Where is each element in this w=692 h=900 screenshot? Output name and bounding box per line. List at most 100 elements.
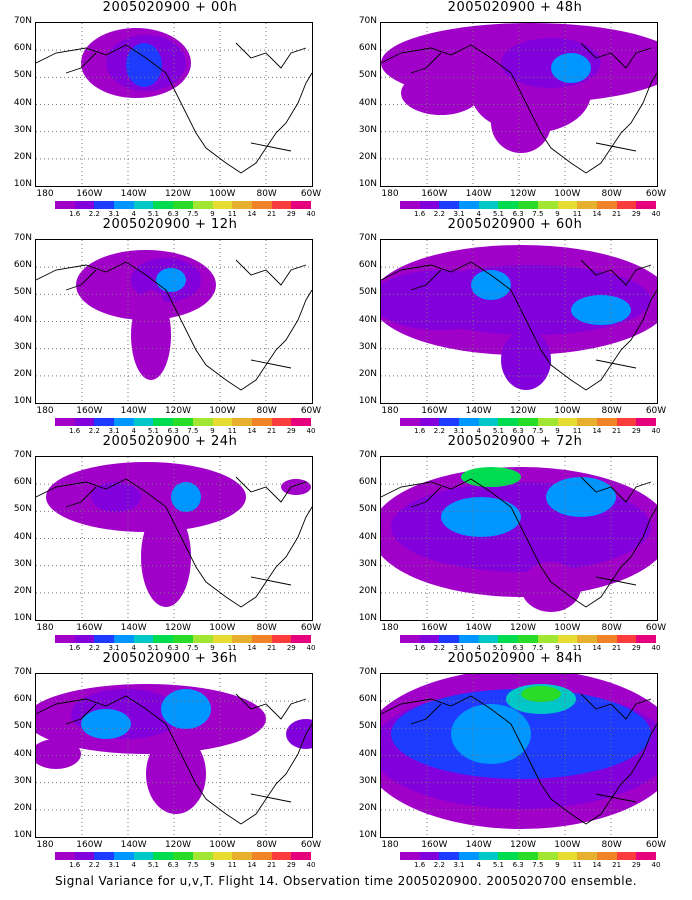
colorbar-label: 3.1	[108, 210, 120, 218]
colorbar-swatch	[596, 418, 617, 426]
lat-tick-label: 40N	[13, 97, 32, 108]
lat-tick-label: 30N	[13, 558, 32, 569]
lon-tick-label: 120W	[509, 406, 537, 416]
colorbar-label: 1.6	[414, 644, 426, 652]
lat-tick-label: 40N	[358, 531, 377, 542]
colorbar-swatch	[251, 201, 272, 209]
colorbar-swatch	[192, 418, 213, 426]
colorbar-label: 3.1	[453, 427, 465, 435]
variance-contour	[126, 43, 162, 87]
colorbar-swatch	[291, 852, 311, 860]
colorbar-swatch	[251, 635, 272, 643]
colorbar-label: 11	[572, 210, 582, 218]
lon-tick-label: 140W	[120, 623, 147, 633]
lon-tick-label: 60W	[645, 840, 667, 850]
lon-tick-label: 140W	[465, 406, 492, 416]
colorbar-label: 7.5	[532, 210, 544, 218]
lon-tick-label: 60W	[300, 840, 322, 850]
colorbar	[400, 635, 656, 643]
panel-title: 2005020900 + 12h	[102, 217, 238, 232]
contour-field	[381, 240, 657, 403]
lon-tick-label: 160W	[421, 406, 448, 416]
colorbar-swatch	[133, 635, 154, 643]
lat-tick-label: 10N	[13, 830, 32, 840]
colorbar-label: 7.5	[532, 644, 544, 652]
colorbar-label: 6.3	[512, 861, 524, 869]
variance-contour	[81, 709, 131, 739]
lat-tick-label: 50N	[13, 721, 32, 732]
map-plot	[380, 22, 658, 187]
colorbar-label: 7.5	[187, 210, 199, 218]
colorbar-label: 14	[247, 861, 257, 869]
colorbar-label: 6.3	[167, 210, 179, 218]
colorbar-swatch	[478, 201, 499, 209]
colorbar-label: 6.3	[167, 644, 179, 652]
lon-tick-label: 120W	[164, 623, 192, 633]
lon-tick-label: 80W	[601, 840, 622, 850]
lat-tick-label: 10N	[358, 830, 377, 840]
colorbar-swatch	[94, 201, 115, 209]
colorbar-swatch	[271, 635, 292, 643]
colorbar-swatch	[133, 418, 154, 426]
colorbar-swatch	[192, 201, 213, 209]
map-plot	[380, 673, 658, 838]
colorbar-label: 5.1	[492, 861, 505, 869]
colorbar-label: 7.5	[187, 861, 199, 869]
colorbar-swatch	[212, 418, 233, 426]
colorbar-swatch	[419, 201, 440, 209]
colorbar-swatch	[94, 635, 115, 643]
coastline	[36, 693, 312, 825]
panel-title: 2005020900 + 36h	[102, 651, 238, 666]
colorbar-label: 1.6	[69, 644, 81, 652]
colorbar-swatch	[419, 852, 440, 860]
colorbar-label: 9	[210, 210, 215, 218]
lat-tick-label: 60N	[358, 694, 377, 705]
map-plot	[35, 239, 313, 404]
colorbar-label: 5.1	[147, 427, 160, 435]
variance-contour	[521, 562, 581, 612]
colorbar-label: 6.3	[512, 210, 524, 218]
colorbar-label: 3.1	[108, 644, 120, 652]
lon-tick-label: 80W	[601, 623, 622, 633]
coastline	[381, 476, 657, 608]
colorbar-swatch	[616, 418, 637, 426]
colorbar-label: 9	[210, 861, 215, 869]
colorbar-swatch	[478, 852, 499, 860]
coastline	[381, 42, 657, 174]
colorbar-swatch	[114, 852, 134, 860]
colorbar-label: 14	[592, 861, 602, 869]
lat-tick-label: 40N	[13, 531, 32, 542]
variance-contour	[46, 462, 246, 532]
lon-tick-label: 80W	[256, 189, 277, 199]
colorbar-label: 40	[651, 861, 661, 869]
panel-title: 2005020900 + 24h	[102, 434, 238, 449]
map-panel: 2005020900 + 60h 70N 60N 50N 40N 30N 20N 10N 180…	[345, 217, 685, 435]
lat-tick-label: 60N	[13, 260, 32, 271]
colorbar-swatch	[114, 635, 134, 643]
map-panel: 2005020900 + 36h 70N 60N 50N 40N 30N 20N 10N 180…	[0, 651, 340, 869]
contour-field	[36, 240, 312, 403]
lon-tick-label: 160W	[76, 840, 103, 850]
colorbar-label: 4	[131, 427, 136, 435]
panel-title: 2005020900 + 84h	[447, 651, 583, 666]
variance-contour	[551, 53, 591, 83]
colorbar-swatch	[232, 852, 252, 860]
colorbar-label: 40	[306, 644, 316, 652]
colorbar-label: 14	[592, 427, 602, 435]
lon-tick-label: 120W	[509, 623, 537, 633]
colorbar-swatch	[478, 418, 499, 426]
variance-contour	[141, 507, 191, 607]
colorbar-swatch	[636, 201, 656, 209]
lon-tick-label: 140W	[120, 840, 147, 850]
colorbar-label: 21	[267, 427, 277, 435]
colorbar-label: 6.3	[512, 427, 524, 435]
map-panel: 2005020900 + 12h 70N 60N 50N 40N 30N 20N 10N 180…	[0, 217, 340, 435]
colorbar-label: 40	[651, 427, 661, 435]
colorbar-swatch	[459, 635, 479, 643]
colorbar-swatch	[478, 635, 499, 643]
colorbar-label: 14	[592, 644, 602, 652]
lon-tick-label: 60W	[645, 406, 667, 416]
colorbar-swatch	[212, 852, 233, 860]
colorbar-swatch	[616, 201, 637, 209]
colorbar	[55, 852, 311, 860]
